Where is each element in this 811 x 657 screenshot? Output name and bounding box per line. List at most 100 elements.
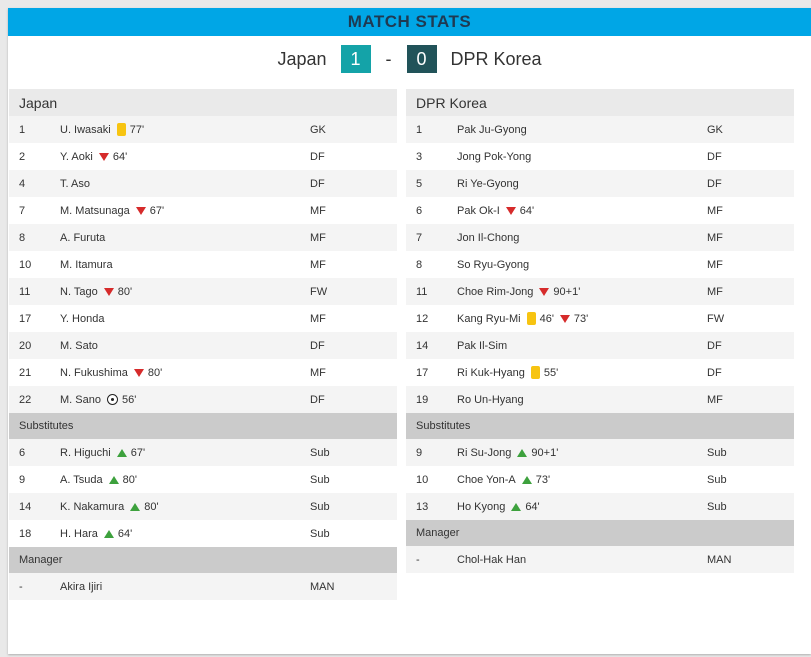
- player-number: 19: [416, 393, 429, 406]
- home-score: 1: [340, 45, 371, 73]
- substitution-off-icon: [539, 287, 550, 296]
- match-event: 64': [505, 204, 535, 217]
- event-minute: 46': [539, 312, 554, 325]
- match-event: 80': [130, 501, 159, 513]
- player-position: MF: [310, 258, 326, 271]
- player-name-cell: H. Hara 64': [60, 528, 310, 540]
- player-position: MF: [707, 231, 723, 244]
- player-name-cell: T. Aso: [60, 178, 310, 190]
- player-name: Jong Pok-Yong: [457, 150, 532, 163]
- player-position: Sub: [310, 473, 330, 486]
- starting-lineup: 1 Pak Ju-Gyong GK 3 Jong Pok-Yong DF 5 Ri Ye-Gy…: [406, 116, 794, 413]
- player-position: FW: [310, 285, 328, 298]
- player-row: 9 A. Tsuda 80' Sub: [9, 466, 397, 493]
- player-position: MF: [707, 204, 723, 217]
- player-number: 1: [416, 123, 423, 136]
- event-minute: 64': [519, 204, 535, 217]
- player-number: 9: [19, 473, 26, 486]
- match-event: 55': [530, 366, 558, 379]
- substitution-off-icon: [98, 152, 109, 161]
- player-position: DF: [310, 150, 325, 163]
- match-event: 67': [116, 446, 146, 459]
- player-row: 1 Pak Ju-Gyong GK: [406, 116, 794, 143]
- player-position: Sub: [707, 446, 727, 459]
- player-name-cell: Kang Ryu-Mi 46' 73': [457, 312, 707, 325]
- away-score: 0: [406, 45, 437, 73]
- substitution-on-icon: [108, 475, 119, 484]
- player-name: Y. Honda: [60, 312, 105, 325]
- match-event: 56': [106, 394, 136, 406]
- player-row: 6 R. Higuchi 67' Sub: [9, 439, 397, 466]
- player-name: Ho Kyong: [457, 500, 506, 513]
- manager-row: - Akira Ijiri MAN: [9, 573, 397, 600]
- player-row: 18 H. Hara 64' Sub: [9, 520, 397, 547]
- player-name: T. Aso: [60, 177, 90, 190]
- player-name: Kang Ryu-Mi: [457, 312, 521, 325]
- away-lineup-panel: DPR Korea 1 Pak Ju-Gyong GK 3 Jong Pok-Yong D…: [406, 89, 794, 573]
- event-minute: 73': [535, 473, 551, 486]
- player-name: So Ryu-Gyong: [457, 258, 530, 271]
- player-name: M. Itamura: [60, 258, 113, 271]
- event-minute: 67': [130, 446, 146, 459]
- player-row: 21 N. Fukushima 80' MF: [9, 359, 397, 386]
- player-name: Choe Rim-Jong: [457, 285, 534, 298]
- player-row: 10 Choe Yon-A 73' Sub: [406, 466, 794, 493]
- player-position: MF: [707, 258, 723, 271]
- match-event: 73': [559, 313, 588, 325]
- player-name: M. Sato: [60, 339, 98, 352]
- player-row: 1 U. Iwasaki 77' GK: [9, 116, 397, 143]
- event-minute: 67': [149, 204, 165, 217]
- player-row: 7 Jon Il-Chong MF: [406, 224, 794, 251]
- event-minute: 80': [122, 473, 137, 486]
- manager-header: Manager: [406, 520, 794, 546]
- player-position: MAN: [707, 553, 732, 566]
- substitution-on-icon: [521, 475, 532, 484]
- substitution-off-icon: [505, 206, 516, 215]
- player-number: 17: [19, 312, 32, 325]
- substitution-on-icon: [116, 448, 127, 457]
- home-team-name: Japan: [277, 48, 327, 69]
- player-name: Ri Su-Jong: [457, 446, 512, 459]
- player-position: Sub: [707, 473, 727, 486]
- player-number: 5: [416, 177, 423, 190]
- player-position: MF: [310, 204, 326, 217]
- player-name-cell: Akira Ijiri: [60, 581, 310, 593]
- player-name: Chol-Hak Han: [457, 553, 527, 566]
- player-name-cell: So Ryu-Gyong: [457, 259, 707, 271]
- player-name-cell: Jong Pok-Yong: [457, 151, 707, 163]
- player-position: MF: [707, 285, 723, 298]
- player-position: DF: [310, 177, 325, 190]
- player-row: 11 Choe Rim-Jong 90+1' MF: [406, 278, 794, 305]
- player-number: 1: [19, 123, 26, 136]
- player-name: Pak Ok-I: [457, 204, 500, 217]
- player-name-cell: N. Fukushima 80': [60, 367, 310, 379]
- player-number: 20: [19, 339, 32, 352]
- event-minute: 64': [117, 527, 133, 540]
- substitution-off-icon: [103, 287, 114, 296]
- event-minute: 64': [112, 150, 128, 163]
- yellow-card-icon: [530, 366, 540, 379]
- substitution-on-icon: [130, 502, 141, 511]
- player-row: 17 Y. Honda MF: [9, 305, 397, 332]
- match-event: 73': [521, 473, 551, 486]
- player-position: Sub: [310, 527, 330, 540]
- player-name-cell: U. Iwasaki 77': [60, 123, 310, 136]
- event-minute: 90+1': [531, 446, 559, 459]
- player-row: 17 Ri Kuk-Hyang 55' DF: [406, 359, 794, 386]
- substitution-on-icon: [517, 448, 528, 457]
- player-row: - Chol-Hak Han MAN: [406, 546, 794, 573]
- player-position: Sub: [707, 500, 727, 513]
- substitutes-header: Substitutes: [9, 413, 397, 439]
- player-name: M. Sano: [60, 393, 101, 406]
- player-number: 4: [19, 177, 26, 190]
- player-name-cell: Ri Kuk-Hyang 55': [457, 366, 707, 379]
- player-number: 10: [19, 258, 32, 271]
- player-number: 22: [19, 393, 32, 406]
- player-row: 8 A. Furuta MF: [9, 224, 397, 251]
- player-position: GK: [310, 123, 326, 136]
- player-name: Ri Ye-Gyong: [457, 177, 519, 190]
- player-name-cell: M. Matsunaga 67': [60, 205, 310, 217]
- player-name-cell: M. Itamura: [60, 259, 310, 271]
- player-number: 8: [19, 231, 26, 244]
- event-minute: 80': [117, 285, 133, 298]
